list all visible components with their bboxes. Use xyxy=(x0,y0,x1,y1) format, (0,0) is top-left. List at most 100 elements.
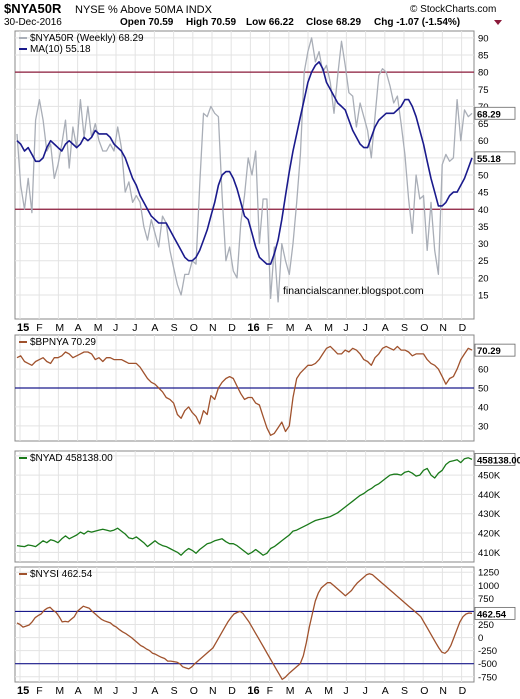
x-axis: 15 F M A M J J A S O N D 16 F M A M J J A S O N D xyxy=(17,685,467,697)
x-tick-label: J xyxy=(363,685,368,697)
x-tick-label: M xyxy=(94,322,103,334)
y-tick-label: 0 xyxy=(478,633,483,644)
x-tick-label: A xyxy=(151,322,158,334)
y-tick-label: 440K xyxy=(478,490,501,501)
y-tick-label: 420K xyxy=(478,529,501,540)
symbol-description: NYSE % Above 50MA INDX xyxy=(75,4,213,16)
x-tick-label: 15 xyxy=(17,322,29,334)
x-tick-label: O xyxy=(190,685,198,697)
x-tick-label: O xyxy=(190,322,198,334)
y-tick-label: 85 xyxy=(478,51,489,62)
x-tick-label: D xyxy=(228,322,236,334)
y-tick-label: 65 xyxy=(478,119,489,130)
x-tick-label: M xyxy=(324,685,333,697)
y-tick-label: 15 xyxy=(478,291,489,302)
x-tick-label: D xyxy=(228,685,236,697)
last-value-label: 68.29 xyxy=(477,109,501,120)
x-tick-label: S xyxy=(401,685,408,697)
panel-bpnya: 304050607070.29$BPNYA 70.29 xyxy=(14,334,516,442)
last-value-tag xyxy=(474,151,516,165)
x-tick-label: 16 xyxy=(247,322,259,334)
y-tick-label: 30 xyxy=(478,421,489,432)
y-tick-label: 50 xyxy=(478,384,489,395)
x-tick-label: N xyxy=(439,322,447,334)
x-tick-label: O xyxy=(420,685,428,697)
legend-label: $NYSI 462.54 xyxy=(30,569,93,580)
legend-label: MA(10) 55.18 xyxy=(30,44,91,55)
change-down-icon xyxy=(494,20,502,25)
x-tick-label: F xyxy=(267,322,273,334)
y-tick-label: 430K xyxy=(478,509,501,520)
series-line-2 xyxy=(16,61,473,265)
x-tick-label: A xyxy=(382,322,389,334)
y-tick-label: 1000 xyxy=(478,581,499,592)
last-value-tag xyxy=(474,106,516,120)
panel-nysi: -750-500-250025050075010001250462.54$NYS… xyxy=(14,566,516,683)
change-label: Chg -1.07 (-1.54%) xyxy=(374,17,460,28)
chart-header: $NYA50R NYSE % Above 50MA INDX © StockCh… xyxy=(4,1,502,28)
x-tick-label: 16 xyxy=(247,685,259,697)
y-tick-label: 450K xyxy=(478,471,501,482)
x-tick-label: A xyxy=(75,322,82,334)
x-tick-label: 15 xyxy=(17,685,29,697)
date-label: 30-Dec-2016 xyxy=(4,17,62,28)
last-value-label: 70.29 xyxy=(477,346,501,357)
panel-frame xyxy=(14,450,475,563)
x-tick-label: A xyxy=(305,685,312,697)
y-tick-label: 410K xyxy=(478,548,501,559)
last-value-label: 462.54 xyxy=(477,609,507,620)
x-tick-label: M xyxy=(286,685,295,697)
series-line-1 xyxy=(16,37,473,303)
x-tick-label: D xyxy=(459,322,467,334)
x-tick-label: M xyxy=(55,322,64,334)
last-value-tag xyxy=(474,343,516,357)
x-tick-label: F xyxy=(36,685,42,697)
y-tick-label: 750 xyxy=(478,594,494,605)
panel-nyad: 410K420K430K440K450K460K458138.00$NYAD 4… xyxy=(14,450,520,563)
open-label: Open 70.59 xyxy=(120,17,174,28)
symbol-title: $NYA50R xyxy=(4,1,62,16)
x-tick-label: M xyxy=(55,685,64,697)
x-tick-label: M xyxy=(324,322,333,334)
x-tick-label: S xyxy=(401,322,408,334)
x-axis: 15 F M A M J J A S O N D 16 F M A M J J A S O N D xyxy=(17,322,467,334)
y-tick-label: -250 xyxy=(478,646,497,657)
x-tick-label: J xyxy=(132,322,137,334)
chart-panels: 1520253035404550556065707580859068.2955.… xyxy=(14,30,520,697)
y-tick-label: 40 xyxy=(478,205,489,216)
last-value-label: 458138.00 xyxy=(477,455,520,466)
x-tick-label: A xyxy=(305,322,312,334)
x-tick-label: J xyxy=(363,322,368,334)
y-tick-label: -750 xyxy=(478,672,497,683)
y-tick-label: 1250 xyxy=(478,568,499,579)
y-tick-label: 40 xyxy=(478,402,489,413)
series-line-1 xyxy=(16,573,473,681)
low-label: Low 66.22 xyxy=(246,17,294,28)
x-tick-label: A xyxy=(151,685,158,697)
y-tick-label: 25 xyxy=(478,256,489,267)
series-line-1 xyxy=(16,345,473,436)
x-tick-label: A xyxy=(382,685,389,697)
y-tick-label: 35 xyxy=(478,222,489,233)
y-tick-label: 90 xyxy=(478,33,489,44)
x-tick-label: F xyxy=(267,685,273,697)
x-tick-label: J xyxy=(113,322,118,334)
x-tick-label: F xyxy=(36,322,42,334)
x-tick-label: A xyxy=(75,685,82,697)
last-value-tag xyxy=(474,606,516,620)
x-tick-label: N xyxy=(209,322,217,334)
y-tick-label: 45 xyxy=(478,188,489,199)
x-tick-label: J xyxy=(343,322,348,334)
source-label: © StockCharts.com xyxy=(410,4,496,15)
x-tick-label: N xyxy=(209,685,217,697)
close-label: Close 68.29 xyxy=(306,17,361,28)
y-tick-label: 50 xyxy=(478,171,489,182)
x-tick-label: J xyxy=(132,685,137,697)
x-tick-label: S xyxy=(171,322,178,334)
high-label: High 70.59 xyxy=(186,17,236,28)
panel-nya50r: 1520253035404550556065707580859068.2955.… xyxy=(14,30,516,320)
x-tick-label: M xyxy=(286,322,295,334)
series-line-1 xyxy=(16,457,473,556)
